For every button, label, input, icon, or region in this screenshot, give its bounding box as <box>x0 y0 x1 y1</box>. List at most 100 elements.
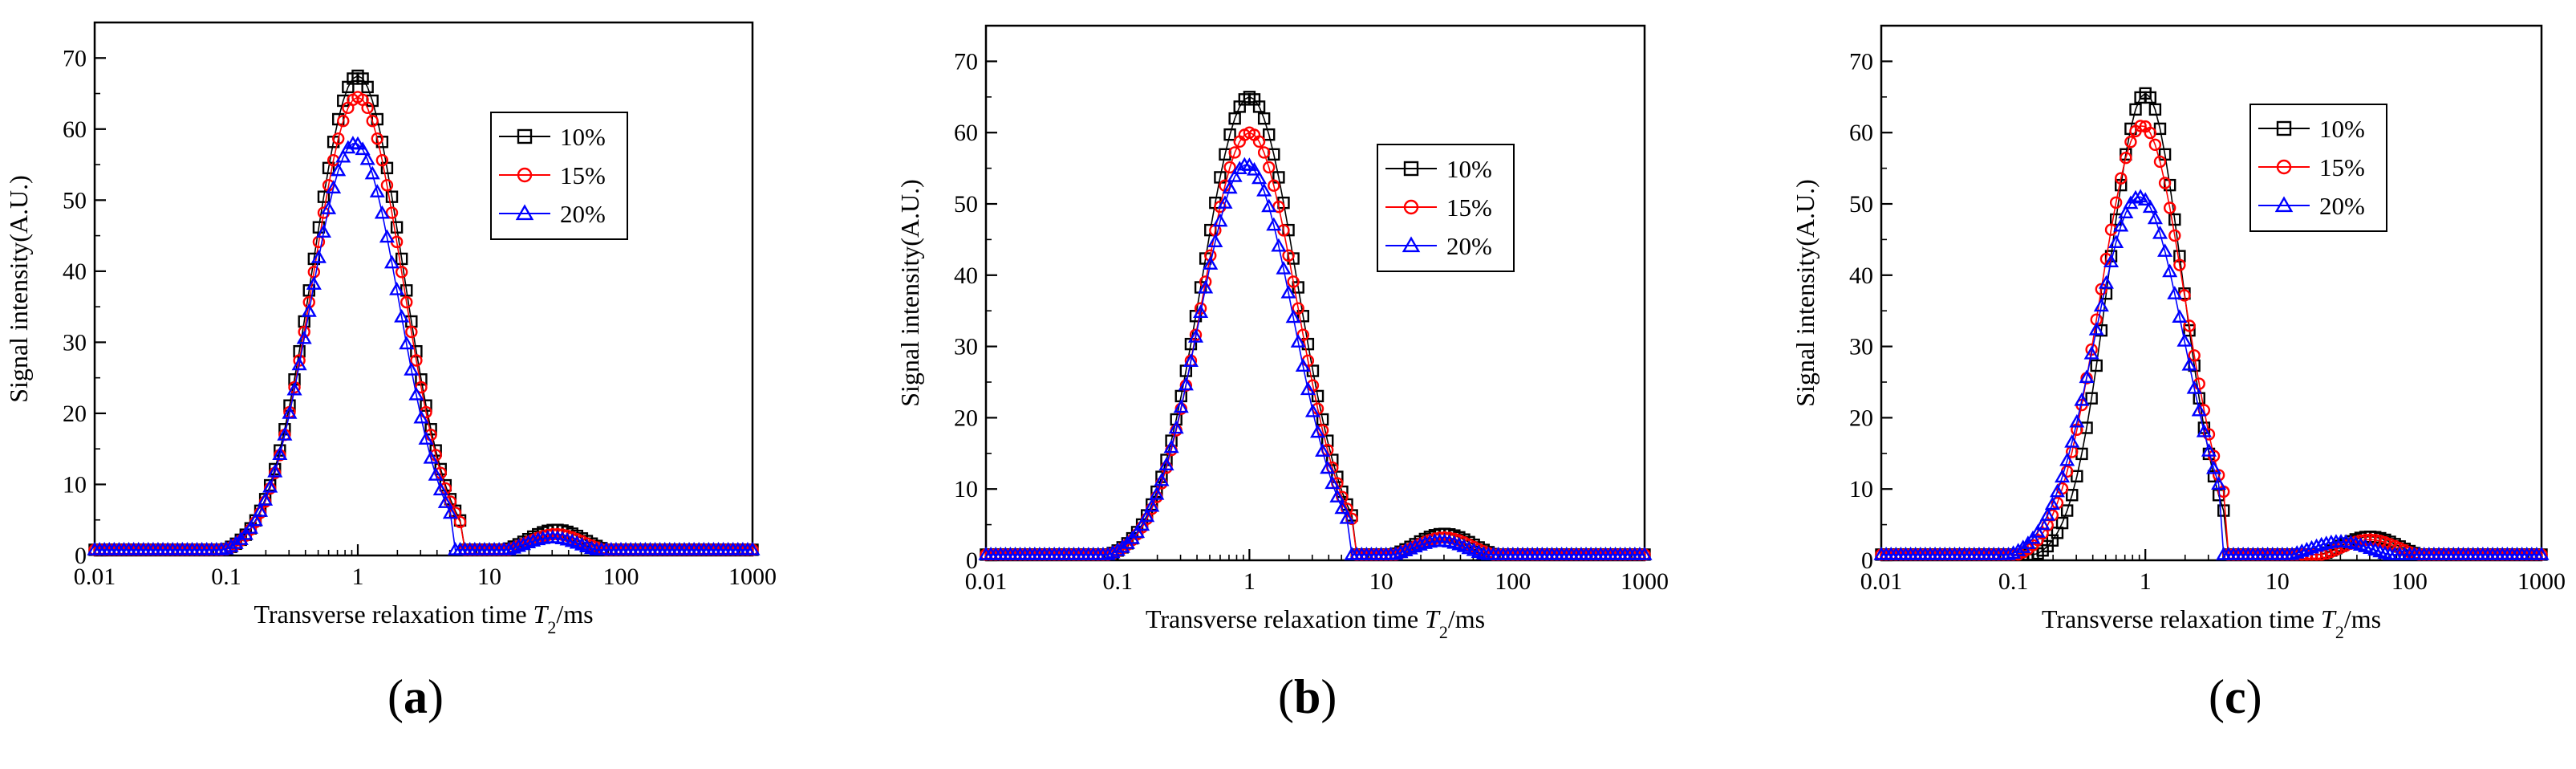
data-point <box>2153 155 2167 169</box>
data-point <box>2000 547 2017 560</box>
data-point <box>2015 539 2031 553</box>
data-point <box>2176 333 2193 347</box>
x-tick-label: 10 <box>2266 568 2290 595</box>
panel-label-letter: a <box>404 670 428 723</box>
data-point <box>1139 508 1155 523</box>
data-point <box>2074 392 2090 406</box>
x-axis-title-sub: 2 <box>2335 622 2344 642</box>
data-point <box>1393 544 1409 559</box>
data-point <box>1325 475 1341 490</box>
data-point <box>228 535 244 549</box>
x-tick-label: 0.01 <box>74 564 116 590</box>
data-point <box>1168 420 1184 434</box>
data-point <box>332 132 345 145</box>
data-point <box>355 141 371 156</box>
data-point <box>453 515 467 528</box>
legend-label: 10% <box>560 123 606 151</box>
data-point <box>1263 128 1276 141</box>
data-point <box>2103 254 2120 267</box>
data-point <box>2134 120 2147 132</box>
panel-label: (b) <box>1278 670 1337 723</box>
panel-label-close: ) <box>428 670 444 723</box>
data-point <box>1402 540 1418 555</box>
data-point <box>1231 161 1247 175</box>
panel-label-open: ( <box>387 670 404 723</box>
data-point <box>1285 309 1301 323</box>
legend-label: 15% <box>2319 153 2365 181</box>
x-axis-title-unit: /ms <box>2344 604 2381 633</box>
data-point <box>1321 434 1334 447</box>
x-tick-label: 0.01 <box>1860 568 1903 595</box>
data-point <box>1222 180 1238 194</box>
data-point <box>380 179 394 192</box>
data-point <box>744 542 761 555</box>
x-tick-label: 1 <box>1243 568 1256 595</box>
series-15% <box>1875 120 2548 561</box>
data-point <box>2318 535 2335 549</box>
x-axis-title-unit: /ms <box>556 600 593 629</box>
legend-marker <box>1403 161 1419 177</box>
data-point <box>1412 537 1428 551</box>
data-point <box>400 295 413 309</box>
y-tick-label: 70 <box>954 48 978 75</box>
data-point <box>1339 510 1355 524</box>
data-point <box>410 354 423 367</box>
data-point <box>1163 439 1179 454</box>
data-point <box>1315 443 1331 457</box>
y-tick-label: 30 <box>1849 334 1873 360</box>
data-point <box>326 180 342 193</box>
data-point <box>2030 524 2046 538</box>
legend-marker <box>1403 199 1419 215</box>
x-axis-title: Transverse relaxation time T2/ms <box>1146 604 1485 642</box>
data-point <box>1304 403 1321 417</box>
data-point <box>2183 319 2196 332</box>
data-point <box>1388 546 1404 560</box>
data-point <box>1398 543 1414 557</box>
data-point <box>405 325 418 339</box>
data-point <box>2044 496 2060 511</box>
x-tick-label: 10 <box>1369 568 1393 595</box>
data-point <box>1114 539 1130 553</box>
legend-label: 20% <box>560 200 606 228</box>
data-point <box>337 114 350 128</box>
data-point <box>359 151 375 165</box>
data-point <box>1227 169 1243 182</box>
y-tick-label: 50 <box>63 187 87 214</box>
data-point <box>2090 359 2103 372</box>
panel-label: (c) <box>2209 670 2262 723</box>
data-point <box>2188 349 2201 362</box>
x-tick-label: 1000 <box>728 564 777 590</box>
data-point <box>2147 210 2163 225</box>
x-tick-label: 0.1 <box>1102 568 1133 595</box>
data-point <box>2144 126 2156 140</box>
data-point <box>282 405 298 419</box>
data-point <box>2115 172 2128 185</box>
x-axis-title: Transverse relaxation time T2/ms <box>2042 604 2381 642</box>
x-tick-label: 100 <box>1495 568 1531 595</box>
data-point <box>2173 258 2186 271</box>
data-point <box>2098 275 2114 289</box>
data-point <box>2064 433 2080 448</box>
y-axis-title: Signal intensity(A.U.) <box>895 179 924 407</box>
data-point <box>1309 424 1326 438</box>
data-point <box>385 190 399 203</box>
y-tick-label: 20 <box>1849 405 1873 431</box>
series-line <box>1881 92 2542 555</box>
y-tick-label: 60 <box>954 120 978 146</box>
data-point <box>379 229 395 243</box>
data-point <box>267 463 283 478</box>
x-axis-title-var: T <box>2321 604 2337 633</box>
data-point <box>1187 329 1204 343</box>
y-tick-label: 60 <box>63 116 87 143</box>
legend-marker <box>1402 236 1421 253</box>
data-point <box>1261 198 1277 213</box>
data-point <box>1295 358 1311 372</box>
data-point <box>1407 539 1423 553</box>
y-tick-label: 40 <box>954 262 978 289</box>
y-tick-label: 40 <box>63 258 87 285</box>
x-axis-title-var: T <box>1425 604 1441 633</box>
x-tick-label: 1 <box>352 564 364 590</box>
legend-marker <box>2274 196 2294 213</box>
data-point <box>1183 353 1199 368</box>
data-point <box>2162 263 2178 278</box>
